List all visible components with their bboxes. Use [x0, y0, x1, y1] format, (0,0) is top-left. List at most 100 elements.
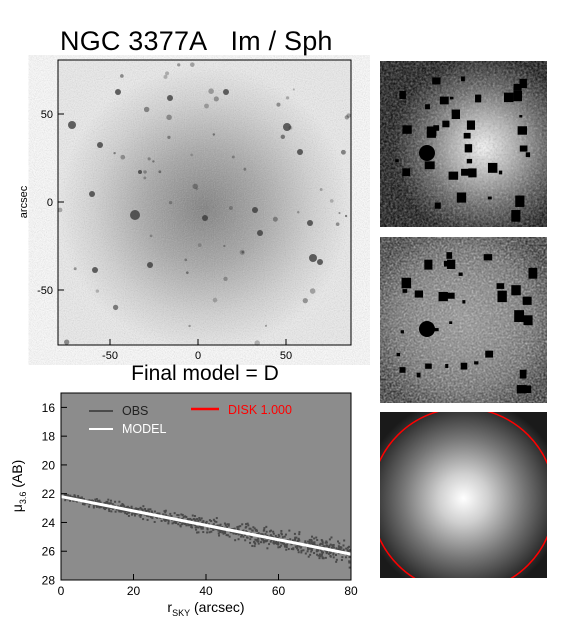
- obs-point: [300, 549, 303, 552]
- obs-point: [184, 522, 187, 525]
- mask-blob: [497, 290, 507, 303]
- obs-point: [110, 510, 113, 513]
- obs-point: [92, 506, 95, 509]
- faint-star: [340, 149, 346, 155]
- plot-background: [61, 393, 351, 580]
- obs-point: [321, 553, 324, 556]
- mask-blob: [524, 385, 532, 393]
- obs-point: [270, 529, 273, 532]
- obs-point: [192, 517, 195, 520]
- faint-star: [190, 62, 195, 67]
- obs-point: [98, 506, 101, 509]
- y-tick-label: 18: [42, 430, 56, 444]
- obs-point: [146, 518, 149, 521]
- mask-blob: [515, 195, 525, 207]
- mask-blob: [396, 352, 401, 357]
- obs-point: [246, 536, 249, 539]
- obs-point: [331, 545, 334, 548]
- obs-point: [311, 535, 314, 538]
- obs-point: [202, 531, 205, 534]
- obs-point: [133, 514, 136, 517]
- faint-star: [344, 115, 350, 120]
- obs-point: [224, 524, 227, 527]
- obs-point: [311, 542, 314, 545]
- obs-point: [166, 518, 169, 521]
- obs-point: [83, 503, 86, 506]
- obs-point: [226, 523, 229, 526]
- obs-point: [102, 507, 105, 510]
- obs-point: [332, 552, 335, 555]
- star: [317, 259, 323, 265]
- star: [283, 123, 291, 131]
- obs-point: [265, 530, 268, 533]
- obs-point: [228, 535, 231, 538]
- x-tick-label: 40: [199, 584, 213, 598]
- obs-point: [249, 535, 252, 538]
- obs-point: [193, 518, 196, 521]
- obs-point: [65, 493, 68, 496]
- x-axis-label: rSKY (arcsec): [167, 599, 244, 618]
- obs-point: [349, 548, 352, 551]
- mask-blob: [402, 125, 412, 134]
- mask-blob: [522, 296, 532, 305]
- obs-point: [176, 514, 179, 517]
- obs-point: [244, 539, 247, 542]
- obs-point: [74, 495, 77, 498]
- faint-star: [319, 188, 323, 191]
- obs-point: [227, 523, 230, 526]
- obs-point: [179, 524, 182, 527]
- obs-point: [215, 528, 218, 531]
- mask-blob: [442, 120, 450, 128]
- obs-point: [284, 533, 287, 536]
- obs-point: [307, 555, 310, 558]
- obs-point: [216, 524, 219, 527]
- obs-point: [171, 519, 174, 522]
- obs-point: [127, 514, 130, 517]
- obs-point: [317, 549, 320, 552]
- obs-point: [99, 501, 102, 504]
- x-tick-label: 0: [58, 584, 65, 598]
- obs-point: [68, 495, 71, 498]
- obs-point: [266, 547, 269, 550]
- mask-blob: [475, 94, 482, 103]
- faint-star: [276, 102, 281, 107]
- obs-point: [348, 566, 351, 569]
- obs-point: [114, 500, 117, 503]
- faint-star: [143, 106, 150, 113]
- faint-star: [197, 243, 202, 248]
- obs-point: [298, 545, 301, 548]
- obs-point: [242, 530, 245, 533]
- galaxy-image-panel: -50 0 50 50 0 -50 arcsec: [18, 59, 352, 362]
- obs-point: [174, 520, 177, 523]
- obs-point: [329, 552, 332, 555]
- obs-point: [201, 521, 204, 524]
- obs-point: [226, 534, 229, 537]
- axis-ticks: [60, 406, 352, 581]
- obs-point: [182, 516, 185, 519]
- obs-point: [313, 537, 316, 540]
- obs-point: [193, 515, 196, 518]
- mask-blob: [446, 252, 453, 259]
- faint-star: [188, 324, 191, 328]
- legend-model-label: MODEL: [122, 422, 167, 436]
- obs-point: [73, 496, 76, 499]
- obs-point: [213, 520, 216, 523]
- mask-blob: [399, 367, 406, 373]
- obs-point: [311, 543, 314, 546]
- obs-point: [205, 522, 208, 525]
- obs-point: [134, 507, 137, 510]
- obs-point: [146, 514, 149, 517]
- obs-point: [256, 529, 259, 532]
- faint-star: [120, 154, 126, 160]
- obs-point: [160, 519, 163, 522]
- obs-point: [125, 506, 128, 509]
- obs-point: [325, 550, 328, 553]
- obs-point: [321, 541, 324, 544]
- obs-point: [171, 522, 174, 525]
- obs-point: [333, 546, 336, 549]
- obs-point: [98, 499, 101, 502]
- obs-point: [332, 553, 335, 556]
- obs-point: [296, 544, 299, 547]
- obs-point: [273, 542, 276, 545]
- obs-point: [269, 540, 272, 543]
